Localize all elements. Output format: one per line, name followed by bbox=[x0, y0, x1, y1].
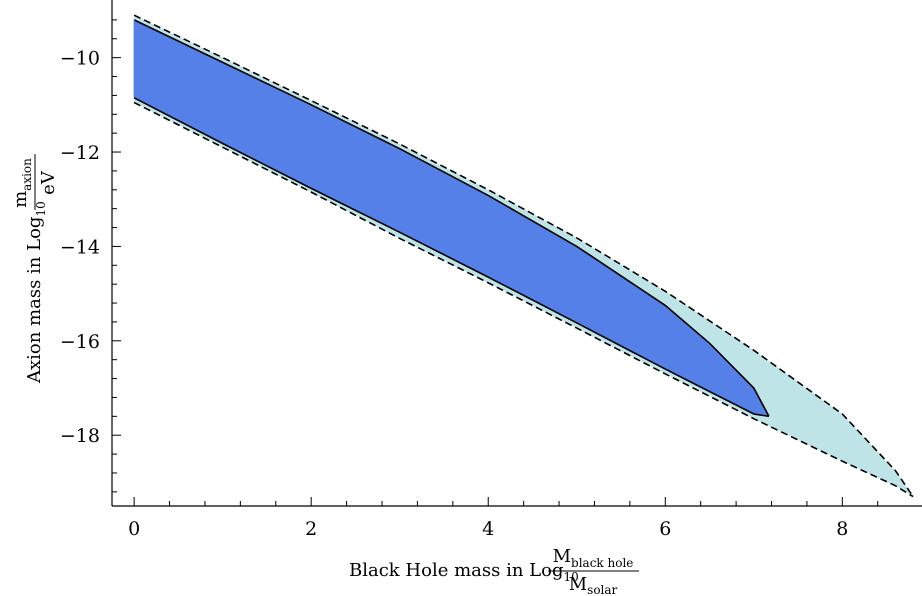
svg-text:Mblack hole: Mblack hole bbox=[553, 546, 634, 570]
x-tick-label: 0 bbox=[128, 518, 140, 540]
region-1-lower-boundary bbox=[133, 101, 914, 498]
x-tick-label: 6 bbox=[659, 518, 671, 540]
region-2-lower-boundary bbox=[133, 97, 770, 418]
region-2-upper-boundary bbox=[133, 19, 770, 417]
plot-frame bbox=[111, 0, 922, 507]
svg-text:Axion mass in Log10: Axion mass in Log10 bbox=[24, 201, 48, 384]
svg-text:maxion: maxion bbox=[10, 158, 34, 208]
y-tick-label: −16 bbox=[60, 331, 100, 353]
svg-text:Msolar: Msolar bbox=[569, 574, 618, 596]
y-tick-label: −12 bbox=[60, 142, 100, 164]
x-tick-label: 8 bbox=[836, 518, 848, 540]
regions-layer bbox=[133, 14, 914, 498]
svg-text:eV: eV bbox=[38, 170, 59, 195]
y-tick-label: −10 bbox=[60, 48, 100, 70]
x-tick-label: 2 bbox=[305, 518, 317, 540]
x-axis-title: Black Hole mass in Log10 Mblack hole Mso… bbox=[349, 546, 639, 596]
y-axis-title: Axion mass in Log10 maxion eV bbox=[10, 154, 59, 384]
svg-text:Black Hole mass in Log10: Black Hole mass in Log10 bbox=[349, 560, 579, 584]
ticks-layer: 0 2 4 6 8 −10 −12 −14 −16 −18 bbox=[60, 19, 879, 540]
y-tick-label: −14 bbox=[60, 236, 100, 258]
x-tick-label: 4 bbox=[482, 518, 494, 540]
region-2-fill bbox=[134, 19, 769, 417]
y-tick-label: −18 bbox=[60, 425, 100, 447]
region-1-upper-boundary bbox=[133, 14, 914, 498]
